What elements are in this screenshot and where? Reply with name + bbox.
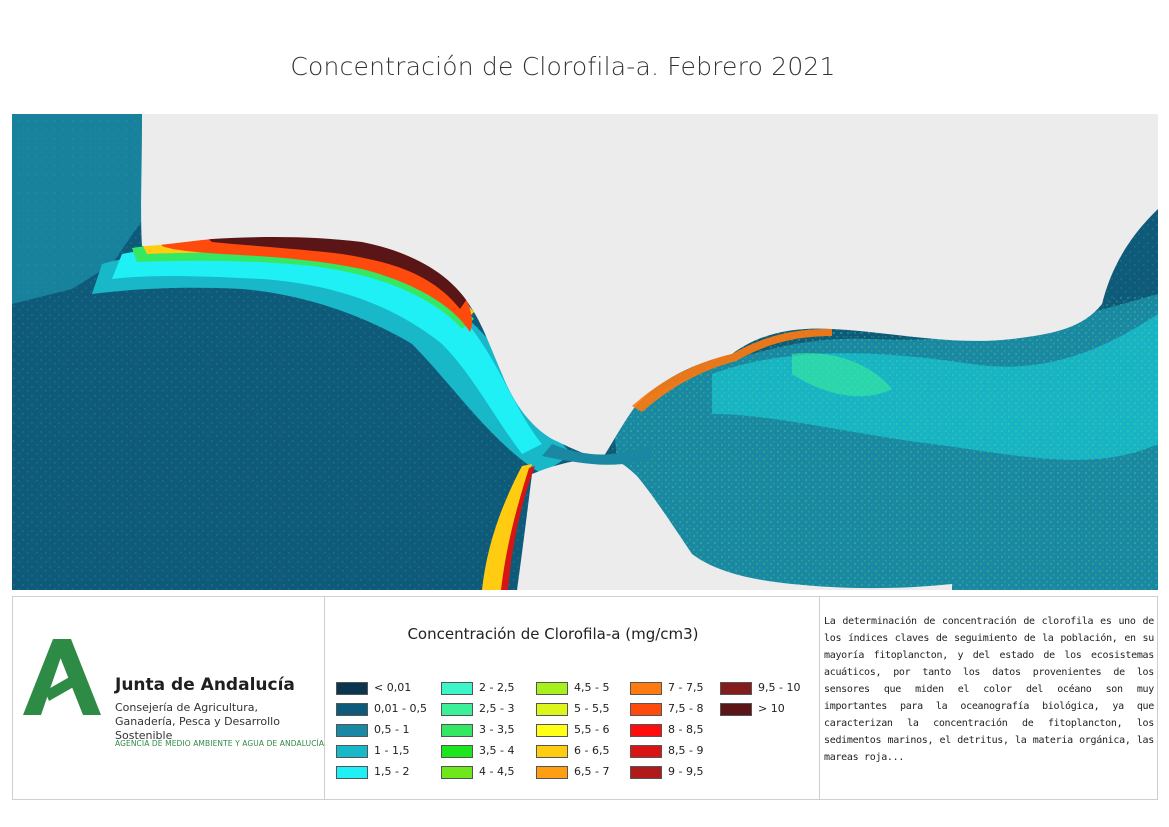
legend-label: 8,5 - 9 bbox=[668, 744, 704, 757]
legend-label: 9,5 - 10 bbox=[758, 681, 801, 694]
legend-swatch bbox=[336, 703, 368, 716]
morocco-coastal-band bbox=[482, 464, 532, 590]
legend-label: 0,5 - 1 bbox=[374, 723, 410, 736]
legend-label: 2,5 - 3 bbox=[479, 702, 515, 715]
legend-swatch bbox=[441, 745, 473, 758]
legend-label: 5 - 5,5 bbox=[574, 702, 610, 715]
legend-swatch bbox=[630, 703, 662, 716]
legend-swatch bbox=[630, 682, 662, 695]
strait-of-gibraltar bbox=[542, 444, 652, 465]
legend-grid: < 0,01 0,01 - 0,5 0,5 - 1 1 - 1,5 1,5 - 2 2 -… bbox=[336, 681, 816, 782]
legend-label: 6,5 - 7 bbox=[574, 765, 610, 778]
description-block: La determinación de concentración de clo… bbox=[820, 597, 1157, 799]
logo-block: Junta de Andalucía Consejería de Agricul… bbox=[13, 597, 324, 799]
legend-label: 3,5 - 4 bbox=[479, 744, 515, 757]
legend-label: 7 - 7,5 bbox=[668, 681, 704, 694]
legend-label: 6 - 6,5 bbox=[574, 744, 610, 757]
legend-swatch bbox=[630, 766, 662, 779]
legend-swatch bbox=[720, 703, 752, 716]
legend-label: 3 - 3,5 bbox=[479, 723, 515, 736]
organization-subtitle: Consejería de Agricultura, Ganadería, Pe… bbox=[115, 701, 280, 742]
legend-swatch bbox=[441, 682, 473, 695]
morocco-coastal-red bbox=[501, 466, 535, 590]
junta-andalucia-a-logo-icon bbox=[23, 639, 101, 715]
legend-swatch bbox=[630, 745, 662, 758]
legend-label: 4,5 - 5 bbox=[574, 681, 610, 694]
map-canvas bbox=[12, 114, 1158, 590]
legend-swatch bbox=[536, 724, 568, 737]
legend-swatch bbox=[630, 724, 662, 737]
legend-swatch bbox=[536, 682, 568, 695]
legend-label: 1 - 1,5 bbox=[374, 744, 410, 757]
map-title: Concentración de Clorofila-a. Febrero 20… bbox=[290, 52, 836, 81]
north-africa-land bbox=[517, 458, 952, 590]
legend-label: > 10 bbox=[758, 702, 785, 715]
info-panel: Junta de Andalucía Consejería de Agricul… bbox=[12, 596, 1158, 800]
legend-swatch bbox=[441, 724, 473, 737]
description-text: La determinación de concentración de clo… bbox=[824, 616, 1154, 763]
organization-agency: AGENCIA DE MEDIO AMBIENTE Y AGUA DE ANDA… bbox=[115, 739, 325, 748]
legend-label: < 0,01 bbox=[374, 681, 412, 694]
legend-swatch bbox=[336, 745, 368, 758]
legend-swatch bbox=[536, 766, 568, 779]
organization-name: Junta de Andalucía bbox=[115, 675, 295, 695]
legend-swatch bbox=[336, 724, 368, 737]
legend-swatch bbox=[336, 766, 368, 779]
legend-label: 1,5 - 2 bbox=[374, 765, 410, 778]
legend-label: 7,5 - 8 bbox=[668, 702, 704, 715]
legend-swatch bbox=[336, 682, 368, 695]
legend-label: 2 - 2,5 bbox=[479, 681, 515, 694]
alboran-texture bbox=[612, 294, 1158, 590]
panel-divider bbox=[324, 597, 325, 799]
panel-divider bbox=[819, 597, 820, 799]
legend-swatch bbox=[720, 682, 752, 695]
legend-label: 0,01 - 0,5 bbox=[374, 702, 427, 715]
legend-label: 4 - 4,5 bbox=[479, 765, 515, 778]
legend: Concentración de Clorofila-a (mg/cm3) < … bbox=[325, 597, 819, 799]
legend-label: 9 - 9,5 bbox=[668, 765, 704, 778]
legend-swatch bbox=[536, 745, 568, 758]
legend-swatch bbox=[441, 703, 473, 716]
spain-med-coastal-band bbox=[632, 328, 832, 412]
legend-label: 5,5 - 6 bbox=[574, 723, 610, 736]
legend-title: Concentración de Clorofila-a (mg/cm3) bbox=[407, 625, 699, 643]
legend-label: 8 - 8,5 bbox=[668, 723, 704, 736]
chlorophyll-map bbox=[12, 114, 1158, 590]
legend-swatch bbox=[536, 703, 568, 716]
legend-swatch bbox=[441, 766, 473, 779]
iberian-peninsula-land bbox=[141, 114, 1158, 459]
